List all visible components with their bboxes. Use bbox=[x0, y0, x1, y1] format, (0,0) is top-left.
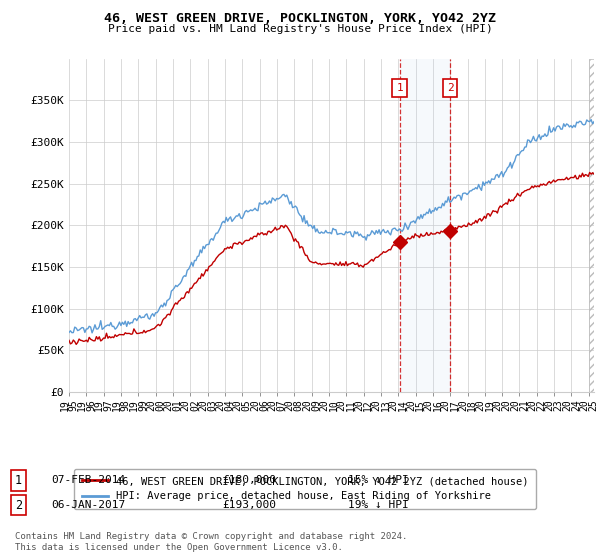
Text: 07-FEB-2014: 07-FEB-2014 bbox=[51, 475, 125, 486]
Text: 15% ↓ HPI: 15% ↓ HPI bbox=[348, 475, 409, 486]
Text: 2: 2 bbox=[15, 498, 22, 512]
Text: 2: 2 bbox=[447, 83, 454, 93]
Bar bbox=[400, 59, 450, 392]
Text: £193,000: £193,000 bbox=[222, 500, 276, 510]
Text: £180,000: £180,000 bbox=[222, 475, 276, 486]
Text: 1: 1 bbox=[396, 83, 403, 93]
Text: 19% ↓ HPI: 19% ↓ HPI bbox=[348, 500, 409, 510]
Text: Price paid vs. HM Land Registry's House Price Index (HPI): Price paid vs. HM Land Registry's House … bbox=[107, 24, 493, 34]
Text: 06-JAN-2017: 06-JAN-2017 bbox=[51, 500, 125, 510]
Text: 46, WEST GREEN DRIVE, POCKLINGTON, YORK, YO42 2YZ: 46, WEST GREEN DRIVE, POCKLINGTON, YORK,… bbox=[104, 12, 496, 25]
Text: Contains HM Land Registry data © Crown copyright and database right 2024.
This d: Contains HM Land Registry data © Crown c… bbox=[15, 532, 407, 552]
Text: 1: 1 bbox=[15, 474, 22, 487]
Legend: 46, WEST GREEN DRIVE, POCKLINGTON, YORK, YO42 2YZ (detached house), HPI: Average: 46, WEST GREEN DRIVE, POCKLINGTON, YORK,… bbox=[74, 469, 536, 508]
